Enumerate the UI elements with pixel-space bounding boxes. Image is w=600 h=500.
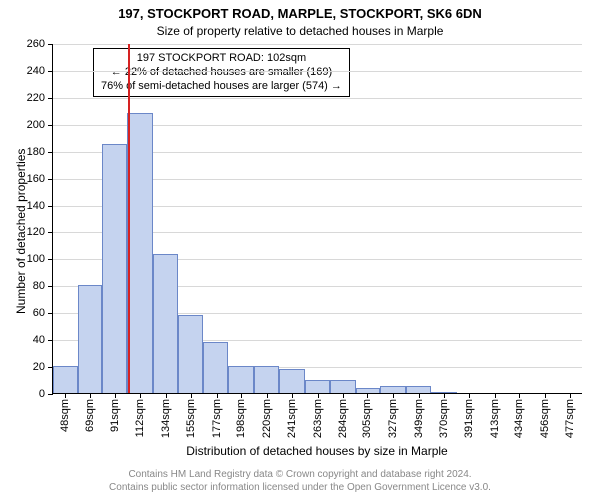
x-tick <box>166 393 167 398</box>
x-tick <box>444 393 445 398</box>
y-tick <box>48 152 53 153</box>
x-axis-title: Distribution of detached houses by size … <box>52 444 582 458</box>
y-tick-label: 220 <box>27 92 45 104</box>
x-tick-label: 112sqm <box>134 399 146 437</box>
y-tick-label: 40 <box>33 334 45 346</box>
y-tick <box>48 313 53 314</box>
y-tick <box>48 179 53 180</box>
x-tick <box>241 393 242 398</box>
x-tick-label: 456sqm <box>539 399 551 438</box>
x-tick-label: 413sqm <box>489 399 501 438</box>
histogram-bar <box>203 342 229 393</box>
y-tick <box>48 125 53 126</box>
chart-subtitle: Size of property relative to detached ho… <box>0 24 600 38</box>
y-tick-label: 120 <box>27 226 45 238</box>
x-tick-label: 198sqm <box>235 399 247 438</box>
footer-line: Contains public sector information licen… <box>0 482 600 495</box>
x-tick <box>393 393 394 398</box>
y-tick <box>48 232 53 233</box>
x-tick <box>217 393 218 398</box>
x-tick <box>65 393 66 398</box>
x-tick <box>419 393 420 398</box>
x-tick <box>545 393 546 398</box>
x-tick-label: 477sqm <box>564 399 576 438</box>
x-tick-label: 155sqm <box>185 399 197 438</box>
histogram-bar <box>78 285 103 393</box>
y-tick-label: 140 <box>27 200 45 212</box>
annotation-line: 76% of semi-detached houses are larger (… <box>101 80 342 94</box>
y-tick-label: 240 <box>27 65 45 77</box>
annotation-line: 197 STOCKPORT ROAD: 102sqm <box>101 52 342 66</box>
histogram-bar <box>53 366 78 393</box>
x-tick-label: 220sqm <box>261 399 273 438</box>
annotation-line: ← 22% of detached houses are smaller (16… <box>101 66 342 80</box>
x-tick <box>115 393 116 398</box>
x-tick <box>343 393 344 398</box>
x-tick-label: 391sqm <box>463 399 475 438</box>
x-tick <box>570 393 571 398</box>
y-tick <box>48 98 53 99</box>
y-tick-label: 20 <box>33 361 45 373</box>
plot-area: 197 STOCKPORT ROAD: 102sqm ← 22% of deta… <box>52 44 582 394</box>
histogram-bar <box>127 113 153 393</box>
gridline <box>53 98 582 99</box>
x-tick <box>367 393 368 398</box>
histogram-bar <box>406 386 431 393</box>
property-marker-line <box>128 44 130 393</box>
x-tick-label: 48sqm <box>59 399 71 432</box>
y-tick-label: 160 <box>27 173 45 185</box>
footer-line: Contains HM Land Registry data © Crown c… <box>0 469 600 482</box>
x-tick-label: 349sqm <box>413 399 425 438</box>
x-tick-label: 91sqm <box>109 399 121 432</box>
x-tick <box>191 393 192 398</box>
gridline <box>53 71 582 72</box>
x-tick-label: 434sqm <box>513 399 525 438</box>
y-tick-label: 0 <box>39 388 45 400</box>
y-tick <box>48 394 53 395</box>
y-tick <box>48 259 53 260</box>
x-tick-label: 305sqm <box>361 399 373 438</box>
chart-container: 197, STOCKPORT ROAD, MARPLE, STOCKPORT, … <box>0 0 600 500</box>
x-tick-label: 241sqm <box>286 399 298 438</box>
x-tick-label: 284sqm <box>337 399 349 438</box>
x-tick <box>140 393 141 398</box>
x-tick <box>90 393 91 398</box>
x-tick-label: 177sqm <box>211 399 223 438</box>
y-tick <box>48 44 53 45</box>
histogram-bar <box>380 386 406 393</box>
histogram-bar <box>153 254 178 393</box>
x-tick-label: 263sqm <box>312 399 324 438</box>
y-tick-label: 260 <box>27 38 45 50</box>
chart-title: 197, STOCKPORT ROAD, MARPLE, STOCKPORT, … <box>0 6 600 21</box>
x-tick-label: 134sqm <box>160 399 172 438</box>
footer: Contains HM Land Registry data © Crown c… <box>0 469 600 494</box>
x-tick <box>292 393 293 398</box>
y-tick-label: 80 <box>33 280 45 292</box>
x-tick <box>318 393 319 398</box>
x-tick-label: 370sqm <box>438 399 450 438</box>
x-tick-label: 69sqm <box>84 399 96 432</box>
y-tick <box>48 286 53 287</box>
y-tick-label: 60 <box>33 307 45 319</box>
y-tick-label: 180 <box>27 146 45 158</box>
gridline <box>53 44 582 45</box>
y-tick <box>48 206 53 207</box>
histogram-bar <box>279 369 305 393</box>
x-tick <box>469 393 470 398</box>
x-tick-label: 327sqm <box>387 399 399 438</box>
annotation-box: 197 STOCKPORT ROAD: 102sqm ← 22% of deta… <box>93 48 350 97</box>
y-tick <box>48 340 53 341</box>
x-tick <box>267 393 268 398</box>
y-tick-label: 200 <box>27 119 45 131</box>
histogram-bar <box>305 380 330 393</box>
histogram-bar <box>228 366 254 393</box>
y-tick <box>48 71 53 72</box>
histogram-bar <box>178 315 203 393</box>
histogram-bar <box>102 144 127 393</box>
y-tick-label: 100 <box>27 253 45 265</box>
x-tick <box>495 393 496 398</box>
x-tick <box>519 393 520 398</box>
histogram-bar <box>330 380 356 393</box>
histogram-bar <box>254 366 279 393</box>
